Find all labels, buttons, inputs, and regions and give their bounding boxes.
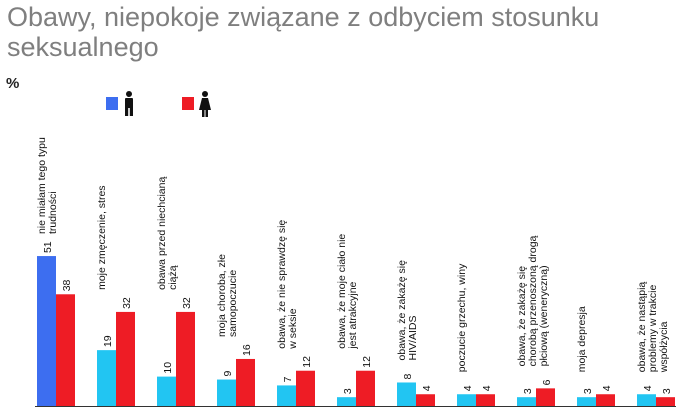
- bar-series2-10: [656, 397, 675, 406]
- category-label-3-line-0: moja choroba, złe: [216, 254, 228, 337]
- category-label-4-line-0: obawa, że nie sprawdzę się: [276, 220, 288, 349]
- bar-series2-6: [416, 394, 435, 406]
- value-label-s1-2: 10: [162, 362, 174, 374]
- legend-swatch-0: [106, 97, 118, 110]
- bar-series2-4: [296, 370, 315, 406]
- value-label-s2-6: 4: [421, 385, 433, 391]
- value-label-s2-0: 38: [61, 279, 73, 291]
- category-label-8-line-0: obawa, że zakażę się: [516, 266, 528, 367]
- bar-series2-9: [596, 394, 615, 406]
- bar-series2-3: [236, 358, 255, 406]
- bar-series1-3: [217, 379, 236, 406]
- bar-series2-1: [116, 311, 135, 406]
- value-label-s1-9: 3: [582, 388, 594, 394]
- category-label-0-line-0: nie miałam tego typu: [36, 137, 48, 234]
- value-label-s2-2: 32: [181, 297, 193, 309]
- category-label-10-line-0: obawa, że nastąpią: [636, 282, 648, 373]
- category-label-10-line-1: problemy w trakcie: [647, 285, 659, 373]
- bar-series2-7: [476, 394, 495, 406]
- bar-series1-9: [577, 397, 596, 406]
- value-label-s2-3: 16: [241, 344, 253, 356]
- value-label-s1-6: 8: [402, 373, 414, 379]
- bar-series1-4: [277, 385, 296, 406]
- bar-series1-8: [517, 397, 536, 406]
- value-label-s1-3: 9: [222, 371, 234, 377]
- bar-series2-0: [56, 294, 75, 406]
- value-label-s2-10: 3: [661, 388, 673, 394]
- bar-series1-7: [457, 394, 476, 406]
- value-label-s1-10: 4: [642, 385, 654, 391]
- bar-series2-2: [176, 311, 195, 406]
- category-label-9-line-0: moja depresja: [576, 306, 588, 372]
- value-label-s1-4: 7: [282, 376, 294, 382]
- value-label-s1-1: 19: [102, 335, 114, 347]
- bar-series2-8: [536, 388, 555, 406]
- category-label-4-line-1: w seksie: [287, 308, 299, 349]
- male-icon: [125, 91, 133, 116]
- value-label-s2-1: 32: [121, 297, 133, 309]
- category-label-5-line-1: jest atrakcyjne: [347, 281, 359, 349]
- category-label-1-line-0: moje zmęczenie, stres: [96, 185, 108, 289]
- bar-series1-5: [337, 397, 356, 406]
- category-label-8-line-1: chorobą przenoszoną drogą: [527, 235, 539, 366]
- y-unit-label: %: [6, 75, 20, 92]
- category-label-2-line-1: ciążą: [167, 265, 179, 290]
- category-label-6-line-1: HIV/AIDS: [407, 316, 419, 361]
- value-label-s2-7: 4: [481, 385, 493, 391]
- value-label-s2-4: 12: [301, 356, 313, 368]
- category-label-3-line-1: samopoczucie: [227, 270, 239, 337]
- category-label-7-line-0: poczucie grzechu, winy: [456, 263, 468, 372]
- bar-series1-0: [37, 256, 56, 406]
- category-label-6-line-0: obawa, że zakażę się: [396, 260, 408, 361]
- category-label-2-line-0: obawa przed niechcianą: [156, 177, 168, 290]
- value-label-s1-5: 3: [342, 388, 354, 394]
- bar-series1-6: [397, 382, 416, 406]
- category-label-10-line-2: współżycia: [658, 321, 670, 373]
- value-label-s2-9: 4: [601, 385, 613, 391]
- bar-series1-1: [97, 350, 116, 406]
- value-label-s2-8: 6: [541, 379, 553, 385]
- bar-series1-2: [157, 376, 176, 406]
- legend-swatch-1: [182, 97, 194, 110]
- value-label-s1-8: 3: [522, 388, 534, 394]
- category-label-8-line-2: płciową (weneryczną): [538, 265, 550, 366]
- female-icon: [199, 91, 211, 117]
- category-label-5-line-0: obawa, że moje ciało nie: [336, 234, 348, 349]
- value-label-s2-5: 12: [361, 356, 373, 368]
- value-label-s1-0: 51: [42, 241, 54, 253]
- chart-title: Obawy, niepokoje związane z odbyciem sto…: [7, 2, 600, 62]
- category-label-0-line-1: trudności: [47, 191, 59, 234]
- bar-series1-10: [637, 394, 656, 406]
- bar-series2-5: [356, 370, 375, 406]
- value-label-s1-7: 4: [462, 385, 474, 391]
